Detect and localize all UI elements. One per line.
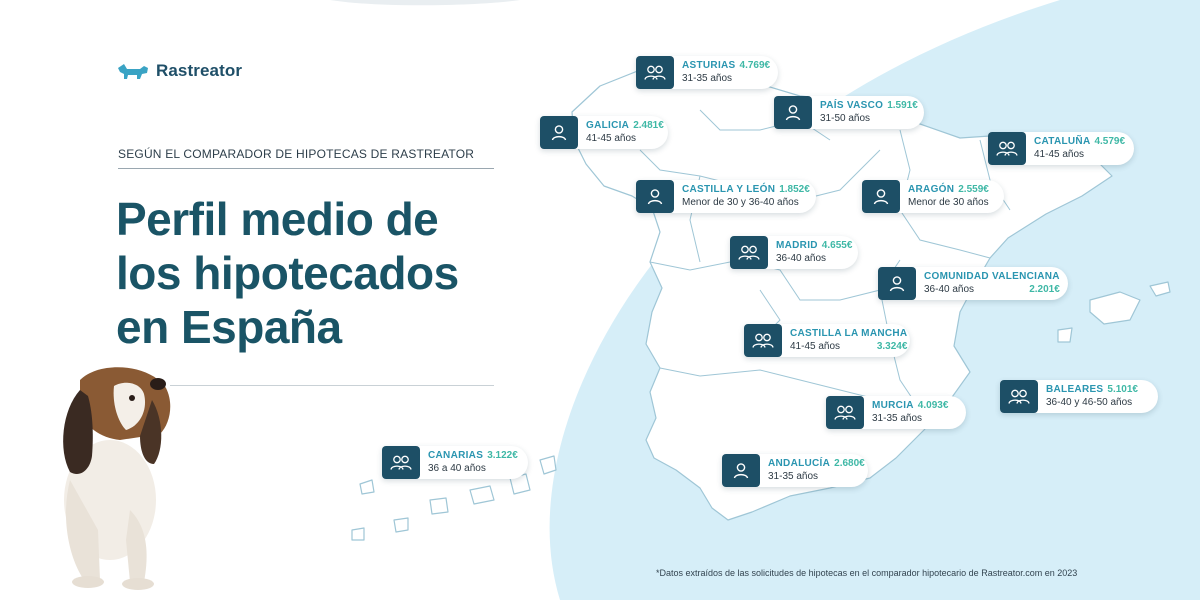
region-name: MADRID (776, 240, 818, 251)
people-icon (1000, 380, 1038, 413)
region-card-cataluna: CATALUÑA 4.579€ 41-45 años (988, 132, 1134, 165)
region-card-canarias: CANARIAS 3.122€ 36 a 40 años (382, 446, 528, 479)
region-name: ARAGÓN (908, 184, 955, 195)
region-amount: 3.324€ (876, 341, 908, 352)
page-title: Perfil medio de los hipotecados en Españ… (116, 192, 536, 354)
region-amount: 2.559€ (958, 184, 989, 195)
title-line-2: los hipotecados (116, 247, 459, 299)
region-amount: 1.591€ (887, 100, 918, 111)
person-icon (774, 96, 812, 129)
canary-7 (351, 527, 365, 541)
title-line-1: Perfil medio de (116, 193, 439, 245)
region-age-range: 41-45 años (586, 133, 637, 144)
menorca-shape (1149, 281, 1171, 297)
title-line-3: en España (116, 301, 342, 353)
canary-6 (359, 479, 375, 495)
region-age-range: 36-40 años (776, 253, 827, 264)
region-name: CASTILLA LA MANCHA (790, 328, 908, 339)
region-age-range: 31-35 años (872, 413, 923, 424)
peninsula-outline (571, 65, 1113, 521)
person-icon (878, 267, 916, 300)
region-card-valenciana: COMUNIDAD VALENCIANA 36-40 años 2.201€ (878, 267, 1068, 300)
region-age-range: 36 a 40 años (428, 463, 486, 474)
region-card-baleares: BALEARES 5.101€ 36-40 y 46-50 años (1000, 380, 1158, 413)
region-name: PAÍS VASCO (820, 100, 884, 111)
region-amount: 4.093€ (917, 400, 949, 411)
region-age-range: 41-45 años (1034, 149, 1085, 160)
region-card-andalucia: ANDALUCÍA 2.680€ 31-35 años (722, 454, 868, 487)
region-card-asturias: ASTURIAS 4.769€ 31-35 años (636, 56, 778, 89)
person-icon (862, 180, 900, 213)
region-age-range: Menor de 30 y 36-40 años (682, 197, 799, 208)
region-name: ASTURIAS (682, 60, 736, 71)
brand-name: Rastreator (156, 61, 243, 80)
canary-4 (429, 497, 449, 515)
region-amount: 2.481€ (633, 120, 664, 131)
region-amount: 3.122€ (487, 450, 518, 461)
region-amount: 4.579€ (1094, 136, 1126, 147)
person-icon (540, 116, 578, 149)
region-age-range: 36-40 y 46-50 años (1046, 397, 1133, 408)
region-age-range: 41-45 años (790, 341, 841, 352)
dog-logo-icon (118, 64, 148, 79)
region-name: BALEARES (1046, 384, 1104, 395)
canary-3 (469, 485, 495, 505)
region-card-aragon: ARAGÓN 2.559€ Menor de 30 años (862, 180, 1004, 213)
region-name: GALICIA (586, 120, 630, 131)
people-icon (730, 236, 768, 269)
region-amount: 1.852€ (779, 184, 810, 195)
region-card-madrid: MADRID 4.655€ 36-40 años (730, 236, 858, 269)
people-icon (988, 132, 1026, 165)
tagline: SEGÚN EL COMPARADOR DE HIPOTECAS DE RAST… (118, 147, 494, 169)
region-age-range: 31-50 años (820, 113, 871, 124)
region-amount: 4.655€ (821, 240, 853, 251)
region-age-range: Menor de 30 años (908, 197, 989, 208)
people-icon (826, 396, 864, 429)
mallorca-shape (1089, 291, 1141, 325)
footnote: *Datos extraídos de las solicitudes de h… (656, 568, 1078, 578)
people-icon (382, 446, 420, 479)
canary-5 (393, 517, 409, 533)
ibiza-shape (1057, 327, 1073, 343)
brand-logo: Rastreator (116, 60, 242, 82)
region-name: ANDALUCÍA (768, 458, 831, 469)
region-amount: 4.769€ (739, 60, 771, 71)
region-card-castilla-leon: CASTILLA Y LEÓN 1.852€ Menor de 30 y 36-40… (636, 180, 816, 213)
region-name: MURCIA (872, 400, 914, 411)
region-name: COMUNIDAD VALENCIANA (924, 271, 1060, 282)
region-card-castilla-mancha: CASTILLA LA MANCHA 41-45 años 3.324€ (744, 324, 910, 357)
divider (170, 385, 494, 386)
region-age-range: 36-40 años (924, 284, 975, 295)
region-amount: 2.680€ (834, 458, 865, 469)
region-amount: 5.101€ (1107, 384, 1138, 395)
region-age-range: 31-35 años (768, 471, 819, 482)
region-card-murcia: MURCIA 4.093€ 31-35 años (826, 396, 966, 429)
people-icon (636, 56, 674, 89)
region-name: CANARIAS (428, 450, 484, 461)
people-icon (744, 324, 782, 357)
region-card-pais-vasco: PAÍS VASCO 1.591€ 31-50 años (774, 96, 924, 129)
region-amount: 2.201€ (1029, 284, 1060, 295)
region-name: CASTILLA Y LEÓN (682, 184, 776, 195)
region-age-range: 31-35 años (682, 73, 733, 84)
person-icon (636, 180, 674, 213)
person-icon (722, 454, 760, 487)
region-card-galicia: GALICIA 2.481€ 41-45 años (540, 116, 668, 149)
basset-hound-illustration (63, 367, 171, 590)
canary-1 (539, 455, 557, 475)
region-name: CATALUÑA (1034, 136, 1091, 147)
